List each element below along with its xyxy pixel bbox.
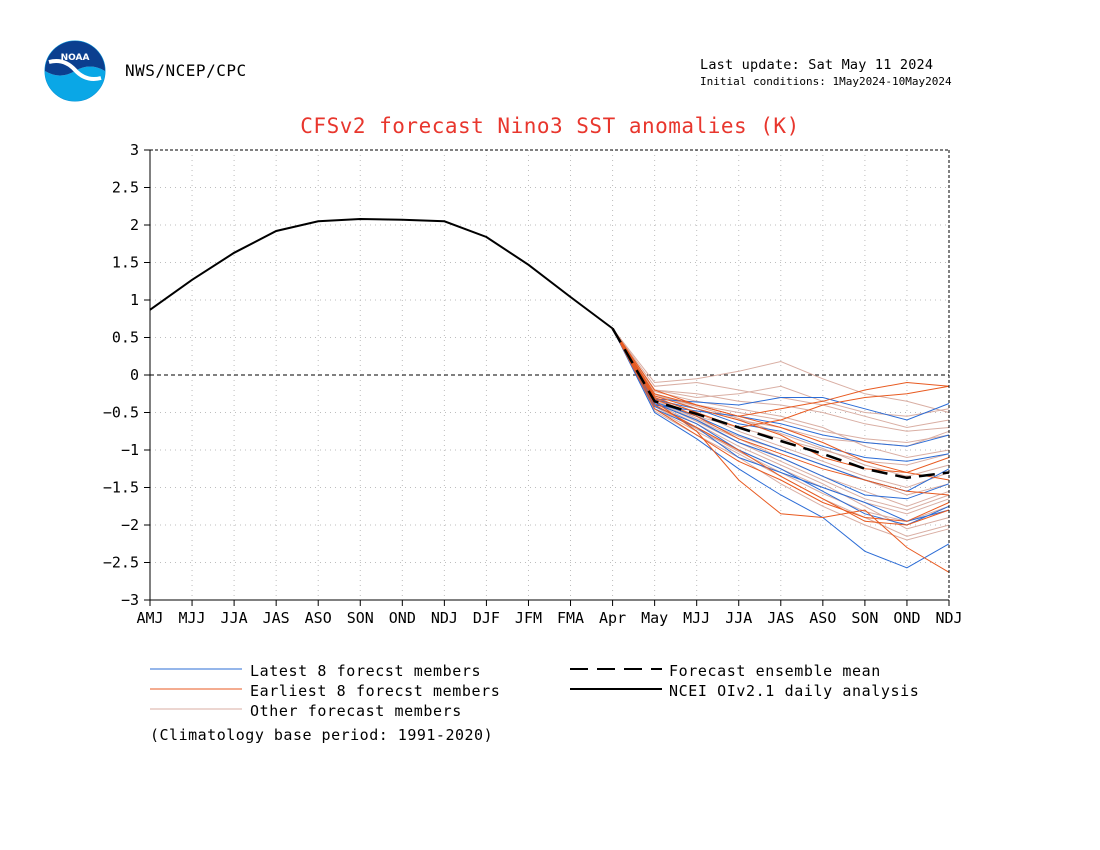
- observed-line: [149, 217, 614, 330]
- earliest-member-line: [612, 328, 950, 417]
- other-member-line: [612, 328, 950, 477]
- x-tick-label: ASO: [305, 609, 332, 627]
- y-tick-label: −1: [121, 441, 139, 459]
- legend-earliest-swatch: [150, 688, 242, 690]
- legend-observed-label: NCEI OIv2.1 daily analysis: [669, 682, 920, 700]
- other-member-line: [612, 328, 950, 447]
- x-tick-label: SON: [851, 609, 878, 627]
- x-tick-label: ASO: [809, 609, 836, 627]
- legend-observed-swatch: [570, 688, 662, 690]
- legend-mean-label: Forecast ensemble mean: [669, 662, 881, 680]
- earliest-member-line: [612, 328, 950, 573]
- legend-other-label: Other forecast members: [250, 702, 462, 720]
- earliest-member-line: [612, 328, 950, 522]
- x-tick-label: AMJ: [136, 609, 163, 627]
- other-member-line: [612, 328, 950, 432]
- x-tick-label: FMA: [557, 609, 584, 627]
- legend-latest-swatch: [150, 668, 242, 670]
- y-tick-label: −2: [121, 516, 139, 534]
- y-tick-label: 1: [130, 291, 139, 309]
- noaa-logo: NOAA: [44, 40, 106, 102]
- x-tick-label: JAS: [767, 609, 794, 627]
- legend-latest-label: Latest 8 forecst members: [250, 662, 482, 680]
- latest-member-line: [612, 328, 950, 522]
- other-member-line: [612, 328, 950, 530]
- x-tick-label: JJA: [221, 609, 248, 627]
- x-tick-label: OND: [893, 609, 920, 627]
- agency-label: NWS/NCEP/CPC: [125, 61, 247, 80]
- initial-conditions: Initial conditions: 1May2024-10May2024: [700, 75, 952, 88]
- x-tick-label: JFM: [515, 609, 542, 627]
- y-tick-label: −3: [121, 591, 139, 609]
- y-tick-label: 0.5: [112, 329, 139, 347]
- y-tick-label: 1.5: [112, 254, 139, 272]
- earliest-member-line: [612, 328, 950, 429]
- x-tick-label: MJJ: [683, 609, 710, 627]
- x-tick-label: SON: [347, 609, 374, 627]
- x-tick-label: DJF: [473, 609, 500, 627]
- y-tick-label: 3: [130, 141, 139, 159]
- climatology-note: (Climatology base period: 1991-2020): [150, 726, 494, 744]
- y-tick-label: 2: [130, 216, 139, 234]
- earliest-member-line: [612, 328, 950, 526]
- latest-member-line: [612, 328, 950, 447]
- x-tick-label: Apr: [599, 609, 626, 627]
- other-member-line: [612, 328, 950, 466]
- legend-earliest-label: Earliest 8 forecst members: [250, 682, 501, 700]
- y-tick-label: −0.5: [103, 404, 139, 422]
- latest-member-line: [612, 328, 950, 569]
- earliest-member-line: [612, 328, 950, 481]
- last-update: Last update: Sat May 11 2024: [700, 57, 934, 73]
- x-tick-label: OND: [389, 609, 416, 627]
- x-tick-label: JJA: [725, 609, 752, 627]
- other-member-line: [612, 328, 950, 413]
- x-tick-label: MJJ: [179, 609, 206, 627]
- legend-mean-swatch: [570, 668, 662, 670]
- y-tick-label: 2.5: [112, 179, 139, 197]
- earliest-member-line: [612, 328, 950, 474]
- x-tick-label: NDJ: [935, 609, 962, 627]
- y-tick-label: −2.5: [103, 554, 139, 572]
- y-tick-label: 0: [130, 366, 139, 384]
- y-tick-label: −1.5: [103, 479, 139, 497]
- x-tick-label: NDJ: [431, 609, 458, 627]
- logo-text: NOAA: [61, 53, 90, 63]
- x-tick-label: May: [641, 609, 668, 627]
- x-tick-label: JAS: [263, 609, 290, 627]
- chart-title: CFSv2 forecast Nino3 SST anomalies (K): [300, 114, 800, 138]
- ensemble-mean-line: [611, 327, 950, 480]
- other-member-line: [612, 328, 950, 417]
- other-member-line: [612, 328, 950, 515]
- latest-member-line: [612, 328, 950, 500]
- legend-other-swatch: [150, 708, 242, 710]
